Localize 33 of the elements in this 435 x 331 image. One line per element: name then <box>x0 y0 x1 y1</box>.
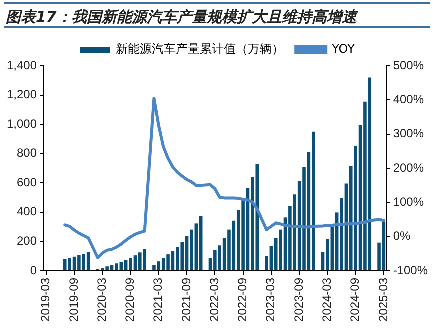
y-tick-label: 0 <box>30 263 38 278</box>
x-tick-label: 2019-09 <box>66 278 81 322</box>
x-tick-label: 2020-03 <box>94 278 109 322</box>
x-tick-label: 2023-03 <box>264 278 278 322</box>
y2-tick-label: 400% <box>393 92 424 106</box>
legend-label: 新能源汽车产量累计值（万辆） <box>116 42 284 56</box>
y2-tick-label: 500% <box>393 58 424 72</box>
x-tick-label: 2024-09 <box>348 278 362 322</box>
x-tick-label: 2022-03 <box>207 278 222 322</box>
x-tick-label: 2019-03 <box>38 278 53 322</box>
x-tick-label: 2022-09 <box>236 278 250 322</box>
legend-label: YOY <box>331 42 356 56</box>
y2-tick-label: 300% <box>393 126 424 141</box>
x-tick-label: 2020-09 <box>123 278 138 322</box>
y2-tick-label: 0% <box>393 229 411 244</box>
y-tick-label: 200 <box>17 234 38 248</box>
x-tick-label: 2021-03 <box>151 278 166 322</box>
x-tick-label: 2023-09 <box>292 278 306 322</box>
bar <box>312 132 316 270</box>
y-tick-label: 400 <box>17 204 38 219</box>
y-tick-label: 800 <box>17 146 38 160</box>
x-tick-label: 2025-03 <box>376 278 390 322</box>
chart-title: 图表17：我国新能源汽车产量规模扩大且维持高增速 <box>4 2 430 28</box>
bar <box>199 216 203 270</box>
y-tick-label: 600 <box>17 175 38 190</box>
y2-tick-label: 200% <box>393 160 424 175</box>
y-tick-label: 1,400 <box>7 58 38 72</box>
y2-tick-label: -100% <box>393 263 428 278</box>
y2-tick-label: 100% <box>393 194 424 209</box>
x-tick-label: 2024-03 <box>320 278 334 322</box>
x-tick-label: 2021-09 <box>179 278 194 322</box>
y-tick-label: 1,000 <box>7 116 38 131</box>
y-tick-label: 1,200 <box>7 88 38 102</box>
